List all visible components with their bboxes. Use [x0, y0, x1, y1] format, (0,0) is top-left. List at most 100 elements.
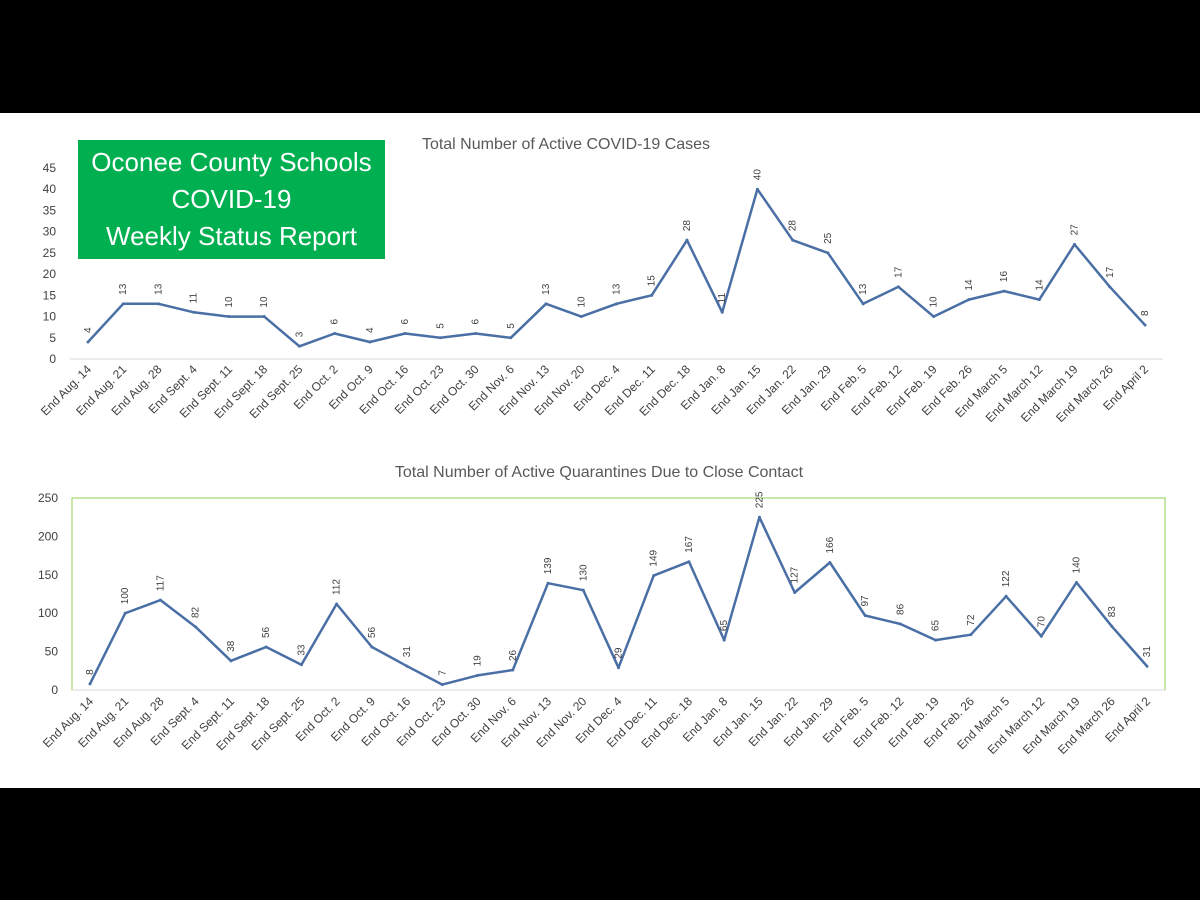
- quarantines-data-point: [1110, 624, 1114, 628]
- cases-data-label: 5: [506, 323, 517, 329]
- cases-data-label: 14: [964, 279, 975, 291]
- cases-data-label: 28: [788, 220, 799, 232]
- quarantines-data-label: 97: [860, 595, 871, 607]
- quarantines-data-point: [1004, 594, 1008, 598]
- quarantines-y-tick-label: 100: [38, 606, 58, 620]
- quarantines-data-label: 86: [895, 603, 906, 615]
- quarantines-data-label: 112: [332, 579, 343, 595]
- cases-y-tick-label: 5: [49, 331, 56, 345]
- cases-data-point: [861, 302, 865, 306]
- quarantines-data-point: [934, 638, 938, 642]
- quarantines-plot-border: [71, 497, 1166, 691]
- quarantines-data-label: 29: [614, 647, 625, 659]
- quarantines-data-label: 82: [191, 606, 202, 618]
- quarantines-data-label: 31: [402, 646, 413, 658]
- quarantines-data-label: 83: [1107, 606, 1118, 618]
- quarantines-data-label: 65: [931, 620, 942, 632]
- cases-data-point: [474, 332, 478, 336]
- cases-data-point: [896, 285, 900, 289]
- quarantines-data-point: [581, 588, 585, 592]
- quarantines-data-point: [898, 622, 902, 626]
- quarantines-data-point: [1145, 664, 1149, 668]
- cases-data-point: [333, 332, 337, 336]
- cases-data-point: [262, 315, 266, 319]
- quarantines-data-label: 56: [367, 626, 378, 638]
- cases-data-label: 6: [471, 319, 482, 325]
- cases-data-label: 16: [999, 271, 1010, 283]
- cases-data-label: 13: [541, 283, 552, 295]
- quarantines-data-label: 225: [754, 491, 765, 508]
- quarantines-data-point: [264, 645, 268, 649]
- quarantines-data-label: 56: [261, 626, 272, 638]
- cases-y-tick-label: 45: [43, 161, 57, 175]
- cases-data-label: 17: [1105, 266, 1116, 278]
- cases-y-tick-label: 0: [49, 352, 56, 366]
- quarantines-data-point: [123, 611, 127, 615]
- cases-data-point: [1108, 285, 1112, 289]
- cases-data-point: [720, 310, 724, 314]
- cases-data-point: [227, 315, 231, 319]
- cases-data-label: 10: [224, 296, 235, 308]
- cases-chart-title: Total Number of Active COVID-19 Cases: [422, 136, 710, 153]
- cases-data-label: 10: [576, 296, 587, 308]
- cases-data-label: 17: [893, 266, 904, 278]
- cases-y-tick-label: 40: [43, 182, 57, 196]
- cases-y-tick-label: 10: [43, 310, 57, 324]
- quarantines-data-label: 8: [85, 669, 96, 675]
- quarantines-data-label: 100: [120, 587, 131, 604]
- cases-data-label: 4: [365, 327, 376, 333]
- cases-data-point: [967, 298, 971, 302]
- quarantines-data-label: 130: [578, 564, 589, 581]
- quarantines-chart-title: Total Number of Active Quarantines Due t…: [395, 464, 804, 481]
- cases-data-label: 28: [682, 220, 693, 232]
- quarantines-data-label: 149: [649, 549, 660, 566]
- quarantines-data-point: [828, 561, 832, 565]
- quarantines-data-label: 127: [790, 566, 801, 583]
- quarantines-data-point: [1075, 580, 1079, 584]
- quarantines-data-point: [969, 633, 973, 637]
- quarantines-data-point: [158, 598, 162, 602]
- cases-data-point: [192, 310, 196, 314]
- cases-data-label: 14: [1034, 279, 1045, 291]
- cases-data-label: 11: [189, 292, 200, 303]
- quarantines-data-point: [405, 664, 409, 668]
- cases-data-point: [791, 238, 795, 242]
- cases-data-label: 6: [400, 319, 411, 325]
- quarantines-data-point: [88, 682, 92, 686]
- quarantines-data-label: 140: [1072, 556, 1083, 573]
- quarantines-data-label: 7: [437, 670, 448, 676]
- cases-data-point: [86, 340, 90, 344]
- quarantines-data-point: [335, 602, 339, 606]
- cases-data-point: [932, 315, 936, 319]
- quarantines-data-label: 38: [226, 640, 237, 652]
- cases-data-point: [403, 332, 407, 336]
- quarantines-data-point: [863, 614, 867, 618]
- cases-y-tick-label: 25: [43, 246, 57, 260]
- quarantines-data-point: [722, 638, 726, 642]
- cases-data-label: 10: [929, 296, 940, 308]
- cases-data-point: [1073, 242, 1077, 246]
- cases-data-point: [544, 302, 548, 306]
- cases-data-label: 13: [612, 283, 623, 295]
- cases-data-point: [368, 340, 372, 344]
- cases-data-point: [1143, 323, 1147, 327]
- banner-line-2: COVID-19: [171, 184, 292, 214]
- cases-y-tick-label: 30: [43, 225, 57, 239]
- cases-data-point: [121, 302, 125, 306]
- cases-data-label: 13: [858, 283, 869, 295]
- quarantines-data-label: 117: [155, 575, 166, 591]
- cases-data-point: [615, 302, 618, 306]
- quarantines-chart: Total Number of Active Quarantines Due t…: [38, 464, 1166, 757]
- cases-data-label: 15: [647, 275, 658, 287]
- quarantines-data-label: 122: [1001, 570, 1012, 587]
- quarantines-data-label: 139: [543, 557, 554, 574]
- quarantines-data-point: [1039, 634, 1043, 638]
- quarantines-y-tick-label: 50: [45, 645, 59, 659]
- quarantines-data-point: [687, 560, 691, 564]
- cases-data-label: 6: [330, 319, 341, 325]
- cases-data-label: 10: [259, 296, 270, 308]
- quarantines-data-label: 26: [508, 649, 519, 661]
- cases-data-label: 13: [118, 283, 129, 295]
- quarantines-data-label: 167: [684, 536, 695, 553]
- quarantines-data-label: 70: [1036, 616, 1047, 628]
